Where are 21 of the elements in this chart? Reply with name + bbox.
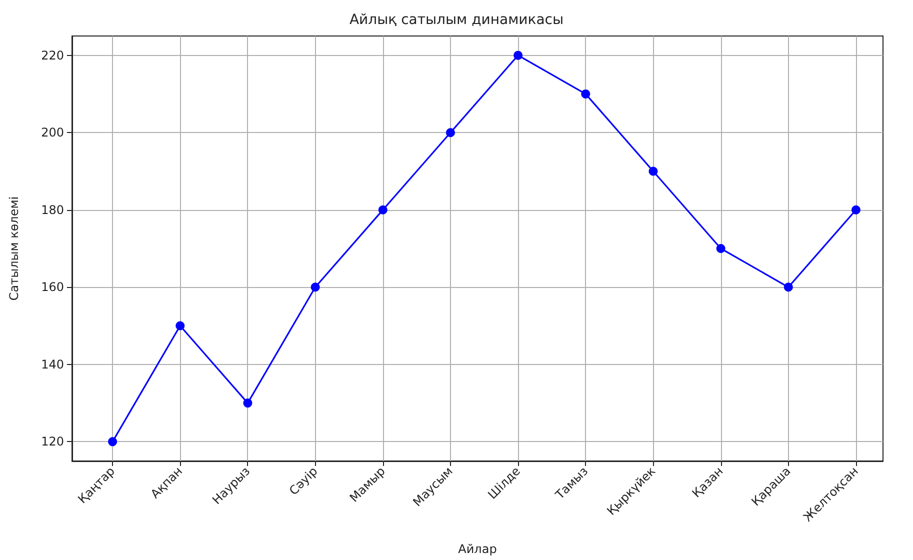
- y-tick-label: 120: [41, 434, 64, 449]
- point: [243, 398, 252, 408]
- point: [784, 282, 793, 292]
- chart-title: Айлық сатылым динамикасы: [349, 12, 564, 28]
- point: [176, 321, 185, 330]
- y-tick-label: 220: [41, 48, 64, 62]
- point: [648, 166, 658, 176]
- point: [108, 437, 118, 446]
- point: [716, 244, 726, 253]
- x-axis-title: Айлар: [458, 542, 497, 556]
- point: [446, 128, 455, 138]
- point: [581, 89, 590, 98]
- y-tick-label: 140: [41, 357, 64, 372]
- y-tick-label: 200: [41, 126, 64, 140]
- point: [851, 205, 860, 214]
- point: [514, 50, 523, 60]
- y-tick-label: 180: [41, 202, 64, 217]
- point: [310, 282, 320, 292]
- y-axis-title: Сатылым көлемі: [7, 196, 21, 301]
- y-tick-label: 160: [41, 280, 64, 294]
- point: [378, 205, 388, 214]
